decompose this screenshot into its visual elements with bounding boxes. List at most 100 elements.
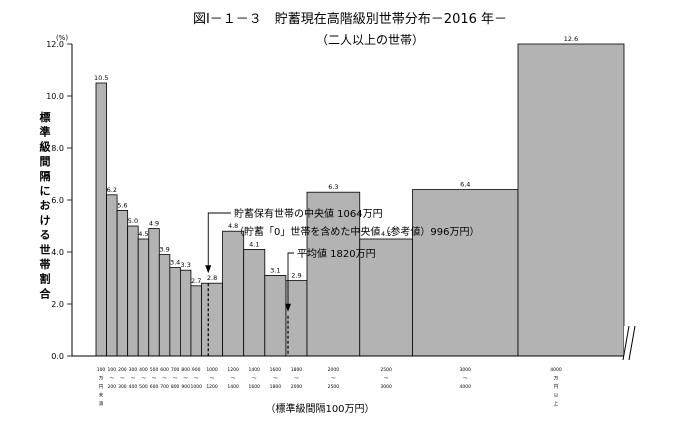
x-tick-label: 4000 — [550, 367, 562, 373]
axis-break-mask — [624, 326, 634, 360]
bar — [517, 43, 625, 357]
x-tick-label: 700 — [171, 367, 180, 373]
x-tick-label: 900 — [192, 367, 201, 373]
y-axis-label-char: る — [40, 229, 51, 242]
x-tick-label: ～ — [231, 377, 236, 382]
bar-value-label: 6.3 — [328, 183, 338, 191]
y-axis-label-char: 世 — [40, 242, 51, 256]
x-tick-label: 200 — [118, 367, 127, 373]
x-tick-label: 800 — [181, 367, 190, 373]
x-tick-label: 2500 — [328, 384, 340, 390]
y-tick-label: 4.0 — [51, 248, 64, 257]
y-axis-label-char: 準 — [40, 125, 51, 139]
x-tick-label: 500 — [139, 384, 148, 390]
x-tick-label: ～ — [120, 377, 125, 382]
x-tick-label: 4000 — [460, 384, 472, 390]
mean-arrow-head — [285, 303, 292, 312]
x-tick-label: 1800 — [291, 367, 303, 373]
bar-value-label: 4.8 — [228, 222, 238, 230]
x-tick-label: 400 — [129, 384, 138, 390]
x-tick-label: 100 — [108, 367, 117, 373]
y-axis-label-char: 標 — [40, 110, 51, 124]
axis-break-mark — [622, 325, 630, 361]
y-axis-label-char: 帯 — [40, 257, 51, 271]
x-tick-label: 円 — [99, 384, 104, 390]
bar — [412, 189, 519, 357]
bar — [169, 267, 181, 357]
x-tick-label: ～ — [252, 377, 257, 382]
bar — [116, 209, 129, 357]
bar-value-label: 4.5 — [381, 230, 391, 238]
x-tick-label: 300 — [118, 384, 127, 390]
x-tick-label: 万 — [99, 376, 104, 382]
bar-value-label: 10.5 — [94, 74, 108, 82]
mean-annotation: 平均値 1820万円 — [297, 247, 376, 260]
y-tick-label: 0.0 — [51, 352, 64, 361]
x-tick-label: 2500 — [380, 367, 392, 373]
x-tick-label: ～ — [162, 377, 167, 382]
chart-title: 図Ⅰ－１－３ 貯蓄現在高階級別世帯分布－2016 年－ — [193, 11, 507, 27]
bar — [127, 225, 139, 357]
x-tick-label: 3000 — [380, 384, 392, 390]
y-tick-label: 10.0 — [46, 92, 64, 101]
y-axis-label-char: 級 — [40, 139, 51, 153]
x-tick-label: 1200 — [206, 384, 218, 390]
bar — [222, 230, 245, 357]
x-tick-label: 2000 — [291, 384, 303, 390]
bar-value-label: 2.8 — [207, 274, 217, 282]
x-tick-label: ～ — [463, 377, 468, 382]
y-axis-label-char: 隔 — [40, 169, 51, 183]
bar — [137, 238, 150, 357]
x-tick-label: 円 — [554, 384, 559, 390]
value-labels-group: 10.56.25.65.04.54.93.93.4 3.32.7 2.84.84.1… — [94, 35, 578, 285]
bar-value-label: 3.1 — [270, 266, 280, 274]
bar-value-label: 4.1 — [249, 240, 259, 248]
x-tick-label: 1400 — [249, 367, 261, 373]
x-tick-label: ～ — [183, 377, 188, 382]
bar-value-label: 5.0 — [128, 217, 138, 225]
x-tick-label: 1000 — [190, 384, 202, 390]
bar-value-label: 4.9 — [149, 220, 159, 228]
bar-value-label: 6.2 — [107, 186, 117, 194]
x-tick-label: ～ — [331, 377, 336, 382]
axes-group — [71, 44, 636, 361]
x-axis-label: （標準級間隔100万円） — [265, 402, 374, 415]
x-tick-label: 1400 — [227, 384, 239, 390]
median-reference-annotation: （貯蓄「0」世帯を含めた中央値（参考値）996万円） — [234, 225, 479, 238]
x-tick-label: 500 — [150, 367, 159, 373]
axis-break-mark — [628, 325, 636, 361]
reference-lines-group — [205, 212, 294, 356]
bar-value-label: 12.6 — [564, 35, 578, 43]
y-axis-label-char: け — [40, 214, 51, 227]
y-axis-label-char: 割 — [40, 272, 51, 286]
x-tick-label: 700 — [160, 384, 169, 390]
x-tick-label: ～ — [194, 377, 199, 382]
bar-value-label: 2.9 — [291, 272, 301, 280]
x-tick-label: ～ — [131, 377, 136, 382]
x-tick-label: 以 — [554, 394, 559, 399]
x-tick-label: ～ — [152, 377, 157, 382]
bar-value-label: 5.6 — [117, 201, 127, 209]
x-tick-label: 3000 — [460, 367, 472, 373]
chart-subtitle: （二人以上の世帯） — [316, 33, 424, 47]
x-tick-label: 900 — [181, 384, 190, 390]
x-tick-label: 600 — [150, 384, 159, 390]
bar-value-label: 2.7 — [191, 277, 201, 285]
y-tick-label: 8.0 — [51, 144, 64, 153]
y-tick-label: 6.0 — [51, 196, 64, 205]
bar — [190, 285, 202, 357]
x-tick-label: 1800 — [270, 384, 282, 390]
bar — [201, 282, 224, 357]
y-axis-unit: (%) — [56, 34, 68, 42]
bar — [243, 248, 266, 357]
x-tick-label: ～ — [273, 377, 278, 382]
x-tick-label: 1600 — [270, 367, 282, 373]
x-tick-label: ～ — [384, 377, 389, 382]
y-axis-label-char: 合 — [40, 286, 52, 300]
y-tick-label: 2.0 — [51, 300, 64, 309]
y-axis-label-char: 間 — [40, 155, 51, 168]
x-tick-label: 万 — [554, 376, 559, 382]
y-axis-label-char: に — [40, 185, 51, 198]
bar — [106, 194, 118, 357]
bar — [158, 254, 171, 357]
